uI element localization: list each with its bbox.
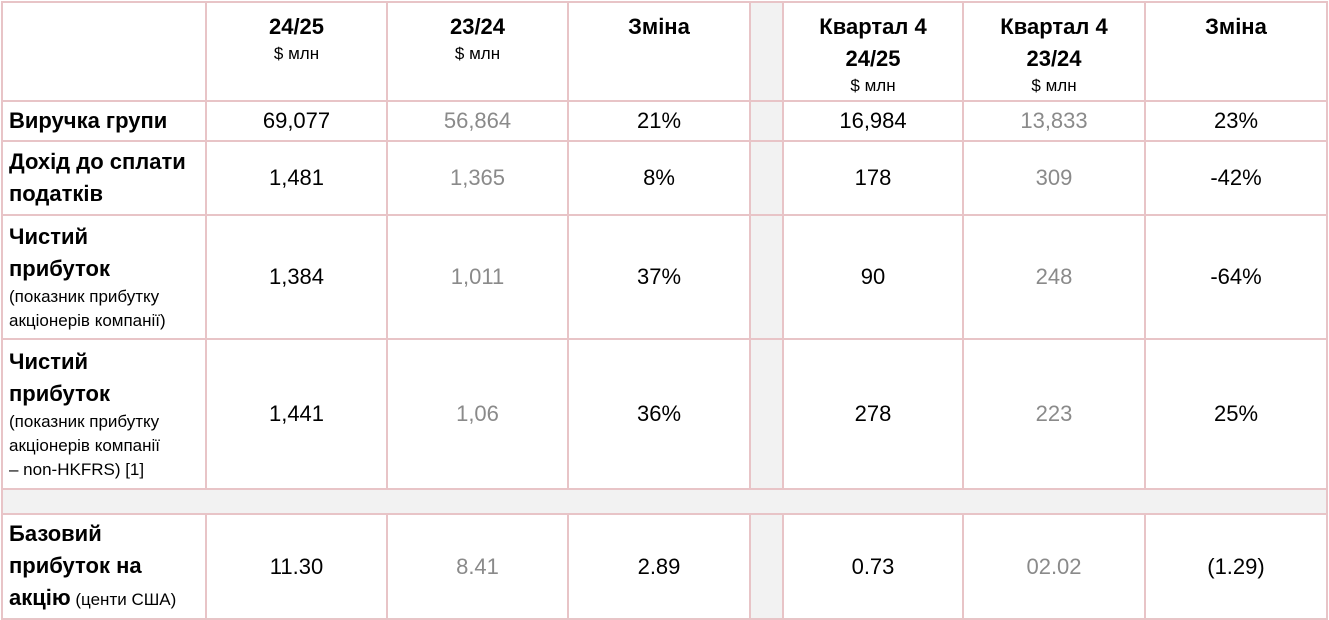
value-cell: 1,365 (386, 140, 569, 216)
row-label: Базовий прибуток на акцію (центи США) (1, 513, 207, 620)
header-col-q4-change: Зміна (1144, 1, 1328, 102)
value-cell: 309 (962, 140, 1146, 216)
header-col-q4-2425: Квартал 4 24/25 $ млн (782, 1, 964, 102)
value-cell: 69,077 (205, 100, 388, 142)
separator-row-cell (1, 488, 1328, 515)
value-cell: 178 (782, 140, 964, 216)
value-cell: 90 (782, 214, 964, 340)
header-col-change: Зміна (567, 1, 751, 102)
row-label: Чистий прибуток (показник прибутку акціо… (1, 338, 207, 490)
table-row: Чистий прибуток (показник прибутку акціо… (1, 338, 1328, 490)
row-label: Дохід до сплати податків (1, 140, 207, 216)
value-cell: 1,384 (205, 214, 388, 340)
header-title: Зміна (1205, 14, 1267, 39)
header-unit: $ млн (1031, 76, 1077, 95)
separator-column (749, 338, 784, 490)
table-row: Чистий прибуток (показник прибутку акціо… (1, 214, 1328, 340)
header-title: Квартал 4 (819, 14, 927, 39)
value-cell: 37% (567, 214, 751, 340)
value-cell: 223 (962, 338, 1146, 490)
header-title: Квартал 4 (1000, 14, 1108, 39)
value-cell: 2.89 (567, 513, 751, 620)
header-title: Зміна (628, 14, 690, 39)
value-cell: 16,984 (782, 100, 964, 142)
separator-column (749, 140, 784, 216)
table-row: Базовий прибуток на акцію (центи США) 11… (1, 513, 1328, 620)
table-row: Виручка групи 69,077 56,864 21% 16,984 1… (1, 100, 1328, 142)
value-cell: 1,481 (205, 140, 388, 216)
header-unit: $ млн (273, 44, 320, 63)
separator-column (749, 100, 784, 142)
header-title: 23/24 (1026, 46, 1082, 71)
separator-column (749, 513, 784, 620)
value-cell: 8.41 (386, 513, 569, 620)
value-cell: 1,06 (386, 338, 569, 490)
header-empty-cell (1, 1, 207, 102)
header-unit: $ млн (454, 44, 501, 63)
value-cell: 248 (962, 214, 1146, 340)
table-row: Дохід до сплати податків 1,481 1,365 8% … (1, 140, 1328, 216)
value-cell: 278 (782, 338, 964, 490)
header-row: 24/25 $ млн 23/24 $ млн Зміна Квартал 4 … (1, 1, 1328, 102)
value-cell: 13,833 (962, 100, 1146, 142)
value-cell: 36% (567, 338, 751, 490)
separator-column (749, 214, 784, 340)
value-cell: 0.73 (782, 513, 964, 620)
value-cell: (1.29) (1144, 513, 1328, 620)
separator-row (1, 488, 1328, 515)
header-col-2324: 23/24 $ млн (386, 1, 569, 102)
value-cell: 1,011 (386, 214, 569, 340)
header-col-q4-2324: Квартал 4 23/24 $ млн (962, 1, 1146, 102)
value-cell: 1,441 (205, 338, 388, 490)
header-unit: $ млн (850, 76, 896, 95)
header-title: 24/25 (845, 46, 901, 71)
header-title: 23/24 (449, 14, 506, 39)
value-cell: 25% (1144, 338, 1328, 490)
row-label: Чистий прибуток (показник прибутку акціо… (1, 214, 207, 340)
header-col-2425: 24/25 $ млн (205, 1, 388, 102)
value-cell: 23% (1144, 100, 1328, 142)
value-cell: 11.30 (205, 513, 388, 620)
value-cell: 56,864 (386, 100, 569, 142)
value-cell: 21% (567, 100, 751, 142)
row-label: Виручка групи (1, 100, 207, 142)
header-title: 24/25 (268, 14, 325, 39)
separator-column (749, 1, 784, 102)
value-cell: 8% (567, 140, 751, 216)
value-cell: -42% (1144, 140, 1328, 216)
value-cell: -64% (1144, 214, 1328, 340)
value-cell: 02.02 (962, 513, 1146, 620)
